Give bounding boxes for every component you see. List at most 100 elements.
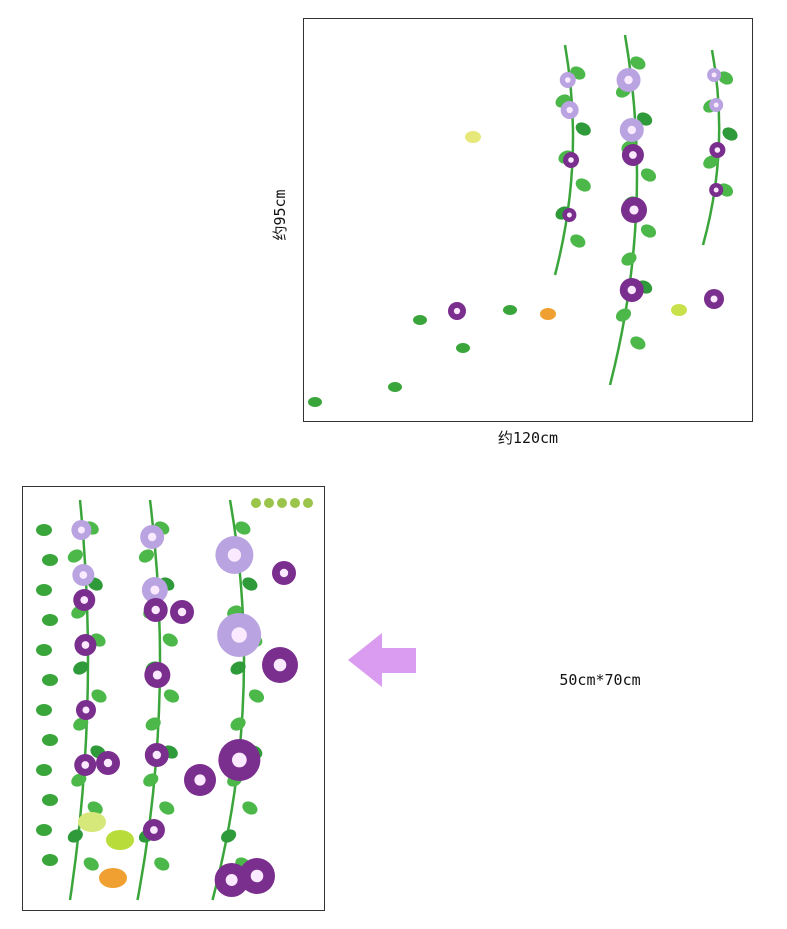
leaf [162, 633, 178, 647]
leaf [630, 336, 646, 350]
leaf [575, 122, 591, 136]
leaf [717, 71, 734, 85]
flower-center [150, 585, 160, 595]
leaf [242, 801, 258, 815]
leaf [640, 168, 657, 182]
butterfly [540, 308, 556, 320]
leaf [640, 224, 657, 238]
leaf [36, 764, 52, 776]
icon [303, 498, 313, 508]
leaf [42, 794, 58, 806]
flower-center [453, 307, 461, 315]
leaf [413, 315, 427, 325]
flower-center [103, 758, 113, 768]
leaf [615, 308, 632, 322]
flower-center [152, 750, 162, 760]
leaf [36, 824, 52, 836]
flower-center [627, 285, 636, 295]
flower-center [77, 526, 85, 534]
leaf [235, 521, 251, 535]
leaf [143, 773, 159, 787]
flower-center [279, 568, 289, 578]
leaf [36, 584, 52, 596]
leaf [67, 829, 83, 843]
leaf [388, 382, 402, 392]
flower-center [81, 761, 90, 769]
vine [68, 499, 90, 901]
flower-center [150, 826, 158, 834]
leaf [83, 857, 99, 871]
leaf [159, 801, 175, 815]
icon [277, 498, 287, 508]
arrow [348, 633, 416, 687]
leaf [87, 801, 103, 815]
leaf [163, 689, 180, 703]
leaf [42, 674, 58, 686]
butterfly [99, 868, 127, 888]
flower-center [629, 151, 637, 159]
leaf [570, 234, 586, 248]
flower-center [629, 205, 639, 215]
leaf [230, 661, 246, 675]
butterfly [78, 812, 106, 832]
flower-center [713, 102, 719, 108]
leaf [221, 829, 237, 843]
butterfly [671, 304, 687, 316]
leaf [248, 689, 265, 703]
height-label: 约95cm [271, 189, 289, 240]
flower-center [194, 774, 206, 786]
flower-center [273, 658, 287, 672]
flower-center [177, 607, 187, 617]
flower-center [627, 125, 636, 135]
leaf [703, 155, 719, 169]
leaf [138, 549, 154, 563]
flower-center [566, 212, 572, 218]
leaf [42, 734, 58, 746]
flower-center [566, 106, 573, 114]
flower-center [80, 596, 89, 604]
icon [264, 498, 274, 508]
flower-center [81, 641, 90, 649]
vine [136, 499, 162, 901]
icon [251, 498, 261, 508]
leaf [42, 854, 58, 866]
leaf [67, 549, 83, 563]
flower-center [82, 706, 90, 714]
width-label: 约120cm [498, 429, 558, 447]
leaf [230, 717, 246, 731]
flower-center [79, 571, 88, 579]
leaf [621, 252, 637, 266]
leaf [456, 343, 470, 353]
flower-center [231, 627, 247, 643]
leaf [242, 577, 258, 591]
leaf [575, 178, 591, 192]
leaf [73, 661, 89, 675]
flower-center [714, 147, 721, 153]
leaf [722, 127, 738, 141]
flower-center [232, 752, 247, 768]
leaf [145, 717, 161, 731]
size-label: 50cm*70cm [559, 671, 640, 689]
flower-center [624, 75, 633, 85]
leaf [42, 554, 58, 566]
flower-center [711, 72, 717, 78]
leaf [42, 614, 58, 626]
leaf [503, 305, 517, 315]
butterfly [465, 131, 481, 143]
leaf [154, 857, 170, 871]
flower-center [710, 295, 718, 303]
leaf [91, 689, 107, 703]
flower-center [250, 869, 264, 883]
leaf [71, 773, 87, 787]
flower-center [152, 670, 162, 680]
flower-center [227, 548, 242, 562]
decoration [36, 34, 738, 901]
leaf [308, 397, 322, 407]
flower-center [151, 605, 160, 615]
leaf [36, 704, 52, 716]
room-frame [303, 18, 753, 422]
leaf [36, 644, 52, 656]
flower-center [147, 532, 157, 542]
